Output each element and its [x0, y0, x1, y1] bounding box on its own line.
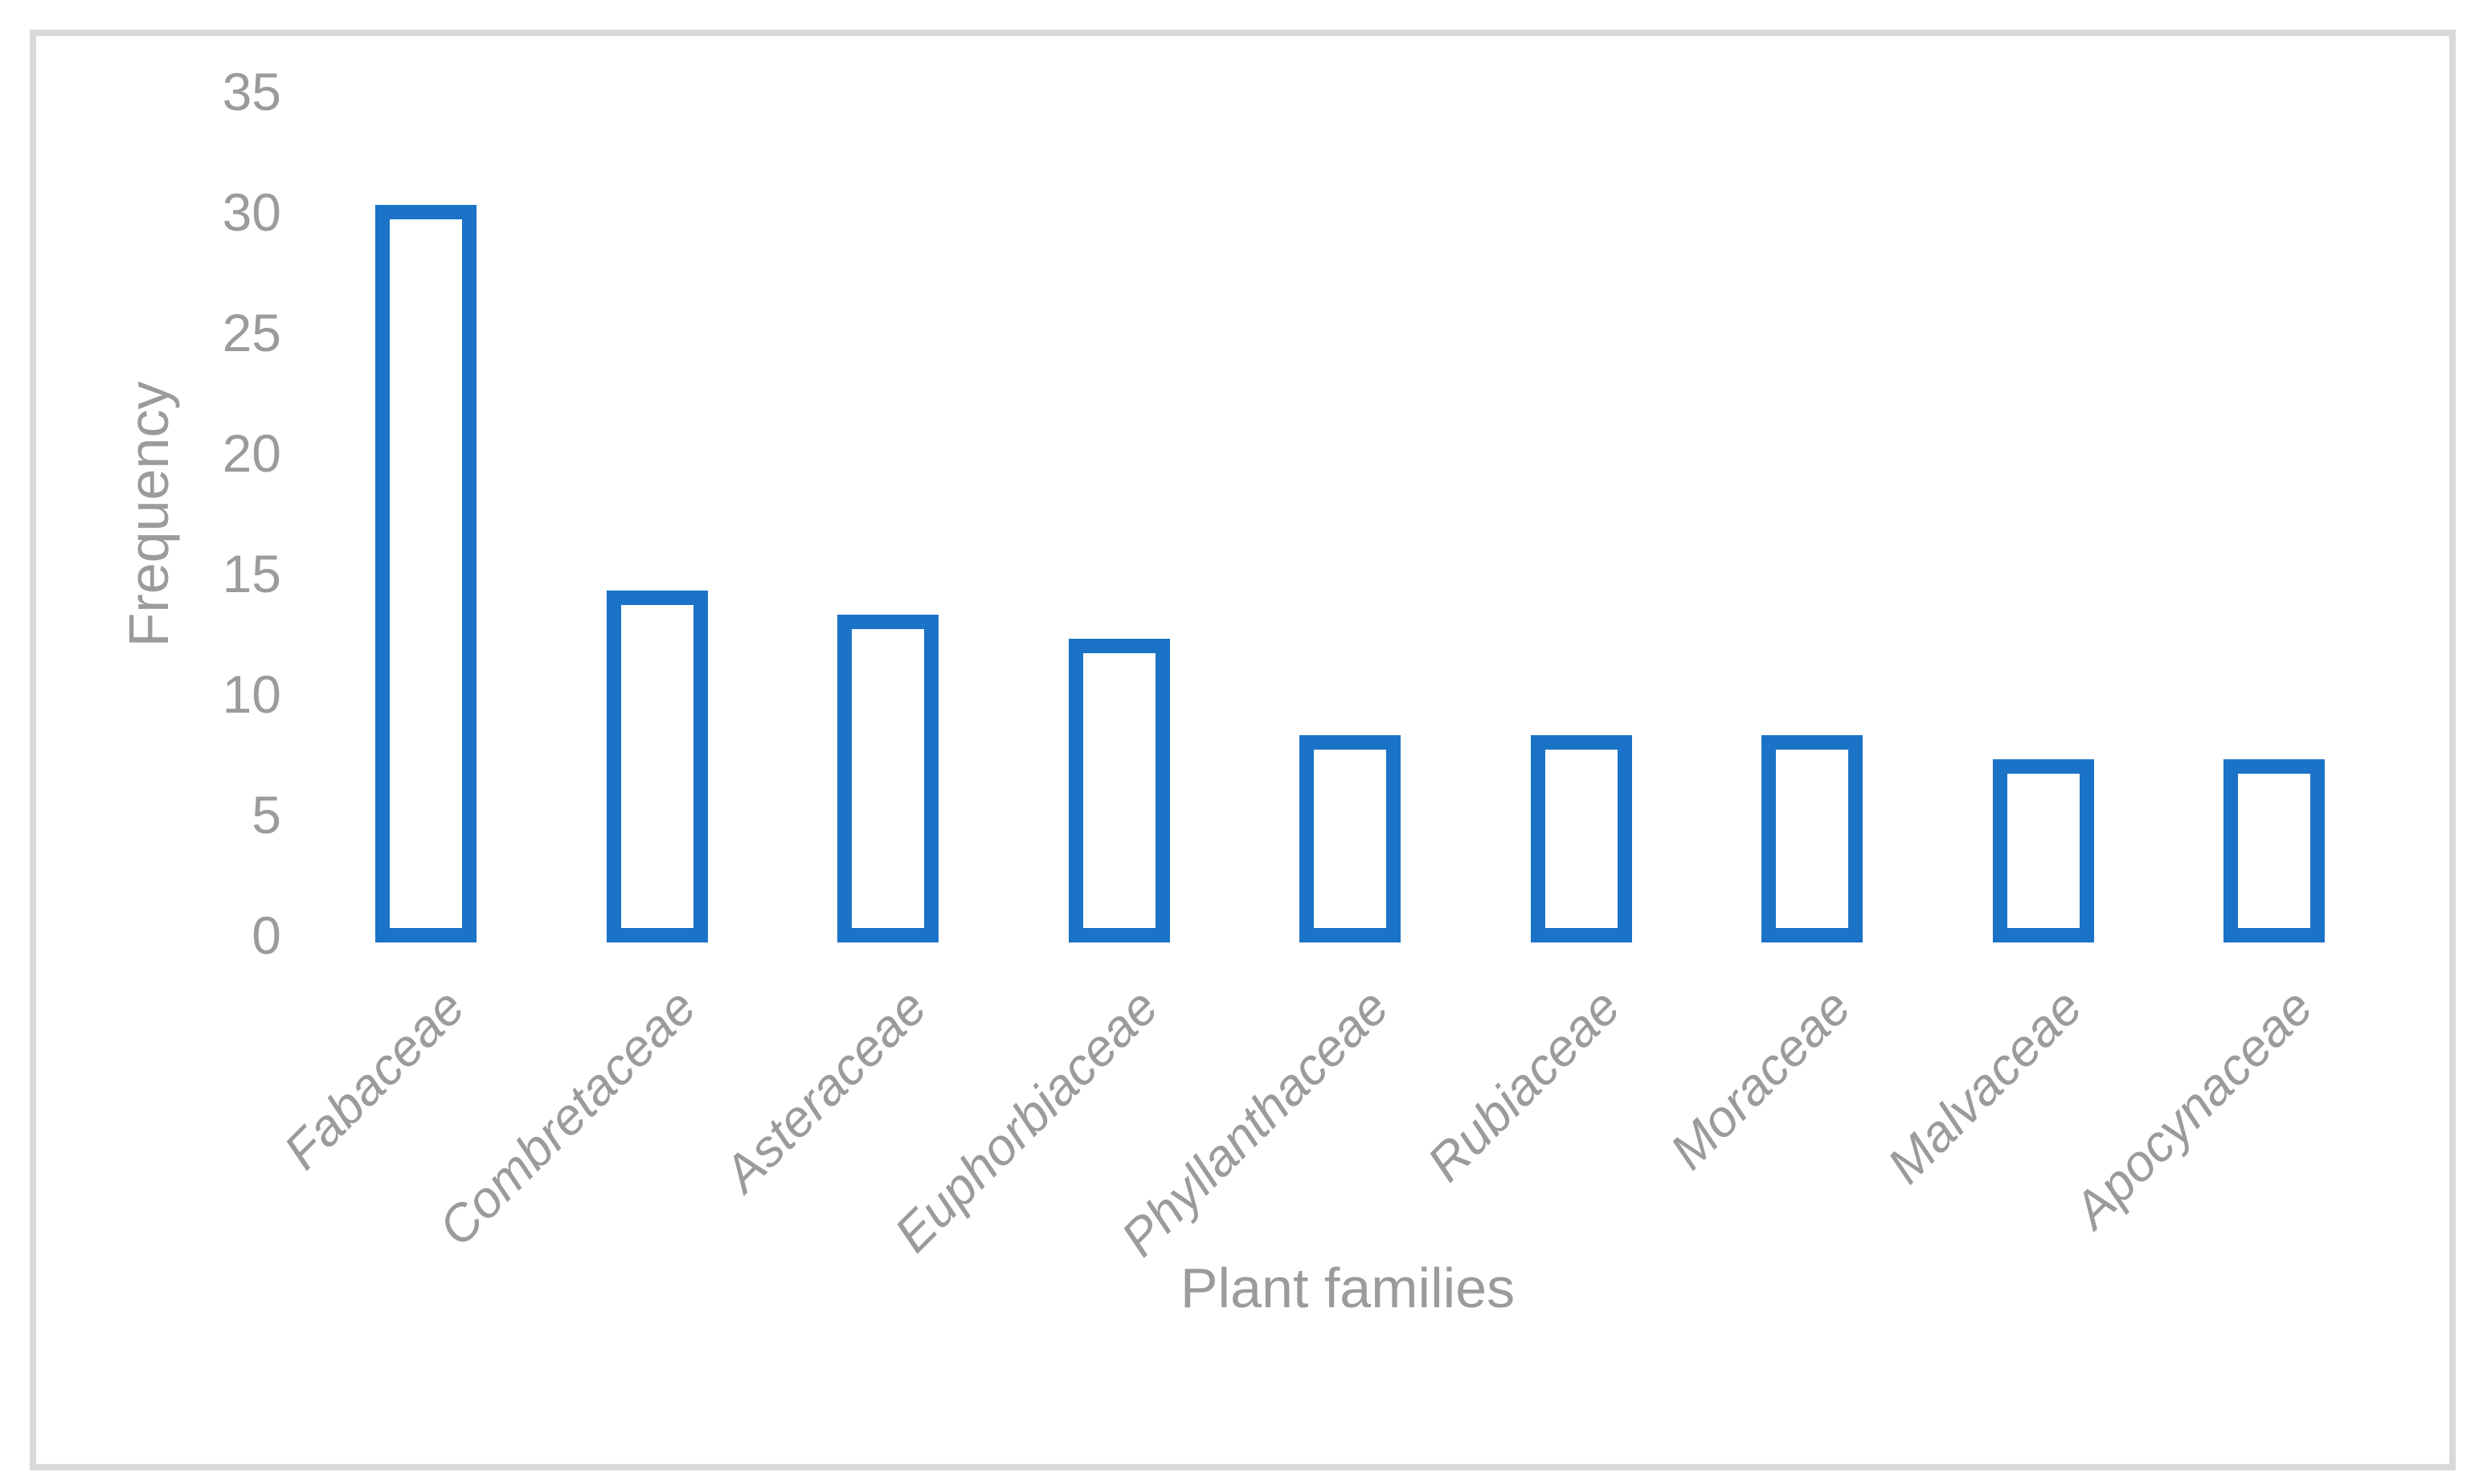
y-tick-label: 0 [252, 906, 281, 965]
y-tick-label: 15 [222, 544, 281, 603]
y-tick-label: 20 [222, 423, 281, 483]
bar-fabaceae [375, 205, 477, 942]
bar-malvaceae [1992, 759, 2094, 942]
bar-euphorbiaceae [1068, 639, 1170, 942]
y-tick-label: 25 [222, 303, 281, 362]
y-tick-label: 10 [222, 664, 281, 724]
y-axis-title: Frequency [117, 381, 180, 648]
bar-combretaceae [606, 591, 708, 942]
x-axis-title: Plant families [1180, 1257, 1516, 1319]
bar-moraceae [1761, 735, 1863, 942]
y-tick-label: 35 [222, 62, 281, 121]
bar-phyllanthaceae [1299, 735, 1401, 942]
y-tick-label: 5 [252, 785, 281, 844]
bar-asteraceae [837, 615, 939, 942]
bar-rubiaceae [1530, 735, 1632, 942]
bar-apocynaceae [2223, 759, 2325, 942]
y-tick-label: 30 [222, 182, 281, 242]
